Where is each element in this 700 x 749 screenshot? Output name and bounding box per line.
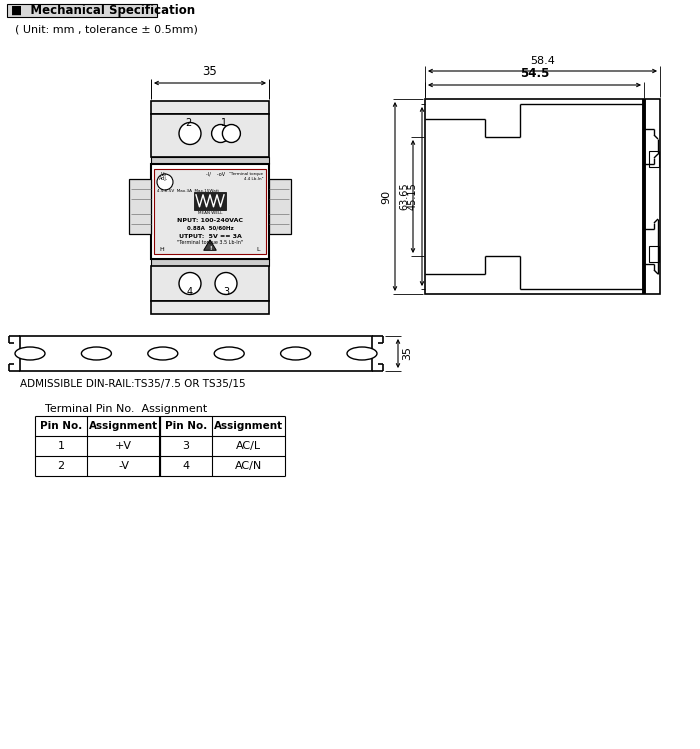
Text: 3: 3 xyxy=(183,441,190,451)
Ellipse shape xyxy=(15,347,45,360)
Text: Terminal Pin No.  Assignment: Terminal Pin No. Assignment xyxy=(45,404,207,414)
Text: H: H xyxy=(160,247,164,252)
Text: 4: 4 xyxy=(187,287,193,297)
Text: 1: 1 xyxy=(221,118,227,128)
Bar xyxy=(649,246,659,262)
Circle shape xyxy=(179,123,201,145)
Text: 4: 4 xyxy=(183,461,190,471)
Circle shape xyxy=(223,124,240,142)
Text: Pin No.: Pin No. xyxy=(40,421,82,431)
Text: ADMISSIBLE DIN-RAIL:TS35/7.5 OR TS35/15: ADMISSIBLE DIN-RAIL:TS35/7.5 OR TS35/15 xyxy=(20,379,246,389)
Text: UTPUT:  5V == 3A: UTPUT: 5V == 3A xyxy=(178,234,241,239)
Text: ■  Mechanical Specification: ■ Mechanical Specification xyxy=(11,4,195,17)
Text: +V: +V xyxy=(115,441,132,451)
Text: 2: 2 xyxy=(185,118,191,128)
Bar xyxy=(129,179,151,234)
Text: L: L xyxy=(256,247,260,252)
Text: 0.88A  50/60Hz: 0.88A 50/60Hz xyxy=(187,225,233,231)
Bar xyxy=(194,192,226,210)
Text: NPUT: 100-240VAC: NPUT: 100-240VAC xyxy=(177,218,243,222)
Text: 45.15: 45.15 xyxy=(408,183,418,210)
Ellipse shape xyxy=(214,347,244,360)
Circle shape xyxy=(211,124,230,142)
Text: ( Unit: mm , tolerance ± 0.5mm): ( Unit: mm , tolerance ± 0.5mm) xyxy=(15,25,198,35)
Bar xyxy=(151,301,269,314)
Text: Assignment: Assignment xyxy=(89,421,158,431)
Ellipse shape xyxy=(347,347,377,360)
Text: 35: 35 xyxy=(402,347,412,360)
Text: 3: 3 xyxy=(223,287,229,297)
Text: Pin No.: Pin No. xyxy=(165,421,207,431)
Text: -V: -V xyxy=(118,461,129,471)
Ellipse shape xyxy=(81,347,111,360)
Circle shape xyxy=(215,273,237,294)
Text: "Terminal torque 3.5 Lb-In": "Terminal torque 3.5 Lb-In" xyxy=(177,240,243,245)
Bar xyxy=(151,164,269,259)
Text: 4.5-6.5V  Max.3A  Max.15Watt: 4.5-6.5V Max.3A Max.15Watt xyxy=(157,189,219,193)
Bar xyxy=(269,179,291,234)
Bar xyxy=(151,114,269,157)
Polygon shape xyxy=(204,240,216,250)
Text: 58.4: 58.4 xyxy=(530,56,555,66)
Text: Assignment: Assignment xyxy=(214,421,283,431)
Bar xyxy=(151,259,269,266)
Text: 1: 1 xyxy=(57,441,64,451)
Text: Vo: Vo xyxy=(161,172,167,177)
Text: 63.65: 63.65 xyxy=(399,183,409,210)
Circle shape xyxy=(179,273,201,294)
Ellipse shape xyxy=(148,347,178,360)
Bar xyxy=(151,157,269,164)
Bar xyxy=(425,99,660,294)
Bar xyxy=(649,151,659,167)
Bar xyxy=(151,101,269,114)
Text: 35: 35 xyxy=(202,65,218,78)
Text: Adj.: Adj. xyxy=(160,176,169,181)
Text: 54.5: 54.5 xyxy=(520,67,550,80)
Text: AC/N: AC/N xyxy=(235,461,262,471)
Text: !: ! xyxy=(209,246,211,252)
Text: MEAN WELL: MEAN WELL xyxy=(197,210,223,215)
Ellipse shape xyxy=(281,347,311,360)
Text: -I/    -oV: -I/ -oV xyxy=(206,172,225,177)
Text: 90: 90 xyxy=(381,189,391,204)
Text: 2: 2 xyxy=(57,461,64,471)
Circle shape xyxy=(157,174,173,190)
Text: AC/L: AC/L xyxy=(236,441,261,451)
Text: "Terminal torque
4.4 Lb-In": "Terminal torque 4.4 Lb-In" xyxy=(229,172,263,181)
Bar xyxy=(20,336,372,371)
Bar xyxy=(7,4,157,17)
Bar xyxy=(151,266,269,301)
Bar xyxy=(154,169,266,254)
